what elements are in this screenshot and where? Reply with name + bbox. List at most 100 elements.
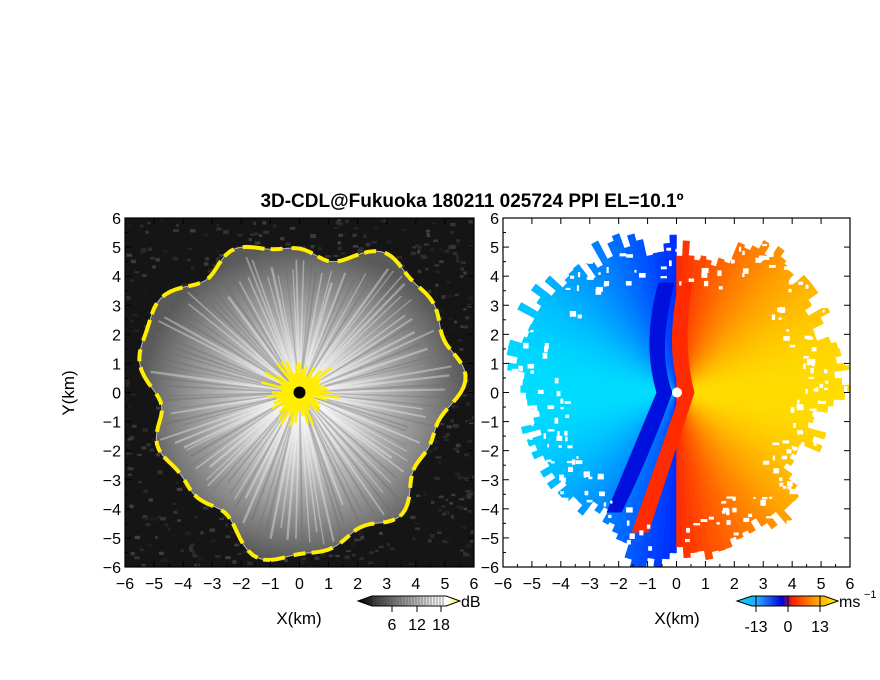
missing-data-speck <box>558 445 562 448</box>
missing-data-speck <box>559 474 564 481</box>
missing-data-speck <box>789 344 796 348</box>
snr-colorbar-ticks <box>373 597 444 612</box>
missing-data-speck <box>554 417 559 424</box>
y-tick-label: 6 <box>112 211 121 228</box>
radial-streak <box>187 291 301 394</box>
noise-cell <box>441 513 446 516</box>
noise-cell <box>219 517 224 520</box>
noise-cell <box>441 505 446 508</box>
missing-data-speck <box>722 507 729 513</box>
missing-data-speck <box>844 386 848 393</box>
missing-data-speck <box>716 522 720 525</box>
noise-cell <box>389 521 394 525</box>
noise-cell <box>463 552 467 556</box>
missing-data-speck <box>808 461 814 465</box>
missing-data-speck <box>760 499 766 506</box>
noise-cell <box>446 280 451 284</box>
missing-data-speck <box>571 459 576 465</box>
noise-cell <box>225 556 231 560</box>
noise-cell <box>338 233 344 237</box>
missing-data-speck <box>560 398 564 404</box>
missing-data-speck <box>788 288 792 293</box>
noise-cell <box>126 253 132 257</box>
noise-cell <box>210 538 217 543</box>
missing-data-speck <box>782 485 787 489</box>
missing-data-speck <box>560 491 564 495</box>
y-tick-label: 0 <box>112 386 121 403</box>
x-tick-label: 0 <box>672 576 681 593</box>
noise-cell <box>352 245 359 248</box>
missing-data-speck <box>577 314 582 319</box>
noise-cell <box>173 511 178 514</box>
noise-cell <box>455 255 460 259</box>
missing-data-speck <box>788 265 793 271</box>
noise-cell <box>243 550 248 554</box>
missing-data-speck <box>763 460 770 465</box>
missing-data-speck <box>649 250 654 255</box>
noise-cell <box>450 419 454 423</box>
missing-data-speck <box>772 455 776 461</box>
noise-cell <box>408 562 415 566</box>
missing-data-speck <box>823 369 828 374</box>
missing-data-speck <box>592 258 599 262</box>
noise-cell <box>438 495 444 499</box>
radial-streak <box>298 391 391 511</box>
snr-colorbar-tick-label: 6 <box>388 617 397 634</box>
missing-data-speck <box>783 336 790 341</box>
noise-cell <box>447 327 454 331</box>
missing-data-speck <box>726 496 734 499</box>
noise-cell <box>429 533 435 537</box>
missing-data-speck <box>547 405 554 410</box>
missing-data-speck <box>786 449 792 454</box>
noise-cell <box>434 476 440 480</box>
missing-data-speck <box>564 430 568 436</box>
missing-data-speck <box>544 342 549 349</box>
noise-cell <box>467 509 472 513</box>
noise-cell <box>142 274 147 277</box>
missing-data-speck <box>547 429 555 432</box>
radial-streak <box>298 392 311 543</box>
noise-cell <box>159 219 164 223</box>
noise-cell <box>467 492 472 496</box>
noise-cell <box>425 229 431 233</box>
x-tick-label: 1 <box>701 576 710 593</box>
missing-data-speck <box>722 510 726 514</box>
missing-data-speck <box>547 444 550 448</box>
missing-data-speck <box>606 266 609 273</box>
noise-cell <box>258 234 263 238</box>
noise-cell <box>401 228 406 232</box>
noise-cell <box>451 429 456 432</box>
radial-streak <box>160 391 300 441</box>
noise-cell <box>127 473 132 476</box>
noise-cell <box>378 531 383 535</box>
missing-data-speck <box>530 330 534 333</box>
missing-data-speck <box>679 281 682 286</box>
left-x-axis-label: X(km) <box>276 609 321 628</box>
noise-cell <box>137 453 142 457</box>
radial-streak <box>156 332 300 394</box>
noise-cell <box>237 552 242 555</box>
missing-data-speck <box>691 563 697 567</box>
negative-zero-band <box>606 282 675 513</box>
positive-zero-band <box>631 282 695 533</box>
noise-cell <box>466 247 472 252</box>
missing-data-speck <box>669 260 672 267</box>
missing-data-speck <box>610 500 613 504</box>
noise-cell <box>424 267 429 271</box>
noise-cell <box>314 556 320 561</box>
missing-data-speck <box>808 376 814 380</box>
x-tick-label: −4 <box>174 576 192 593</box>
noise-cell <box>140 248 147 253</box>
missing-data-speck <box>587 258 593 264</box>
noise-cell <box>317 243 323 248</box>
noise-cell <box>232 560 237 564</box>
noise-cell <box>358 531 364 536</box>
noise-cell <box>229 531 236 535</box>
missing-data-speck <box>565 414 570 418</box>
noise-cell <box>466 402 470 406</box>
radial-streak <box>299 392 384 494</box>
noise-cell <box>465 316 470 320</box>
noise-cell <box>445 537 452 542</box>
missing-data-speck <box>567 445 573 449</box>
